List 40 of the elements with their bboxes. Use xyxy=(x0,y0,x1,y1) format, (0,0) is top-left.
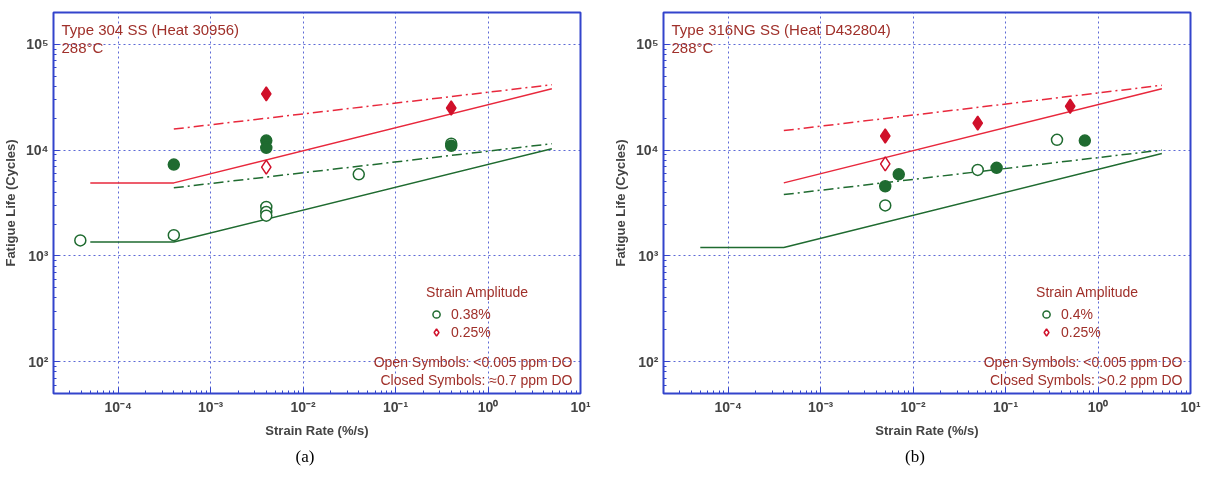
legend-title: Strain Amplitude xyxy=(1036,284,1138,300)
y-tick-label: 10³ xyxy=(638,247,659,264)
x-axis-title: Strain Rate (%/s) xyxy=(265,422,369,438)
text: Type 304 SS (Heat 30956) xyxy=(61,20,240,38)
legend-label: 0.4% xyxy=(1061,306,1093,322)
x-tick-label: 10⁻³ xyxy=(197,398,224,415)
x-tick-label: 10⁻⁴ xyxy=(714,398,742,415)
legend-label: 0.38% xyxy=(451,306,491,322)
x-tick-label: 10¹ xyxy=(1180,398,1201,415)
y-tick-label: 10⁵ xyxy=(636,36,659,53)
y-tick-label: 10⁴ xyxy=(26,142,49,159)
y-axis-title: Fatigue Life (Cycles) xyxy=(3,139,18,267)
annotation: Closed Symbols: ≈0.7 ppm DO xyxy=(380,371,573,388)
x-tick-label: 10⁻³ xyxy=(807,398,834,415)
annotation: Open Symbols: <0.005 ppm DO xyxy=(983,353,1183,370)
annotation: Closed Symbols: >0.2 ppm DO xyxy=(989,371,1183,388)
text: Type 316NG SS (Heat D432804) xyxy=(671,20,891,38)
text: (b) xyxy=(905,446,925,468)
text: 288°C xyxy=(61,38,104,56)
legend-title: Strain Amplitude xyxy=(426,284,528,300)
text: 288°C xyxy=(671,38,714,56)
y-tick-label: 10⁴ xyxy=(636,142,659,159)
x-tick-label: 10⁻⁴ xyxy=(104,398,132,415)
y-tick-label: 10⁵ xyxy=(26,36,49,53)
legend-label: 0.25% xyxy=(451,324,491,340)
x-tick-label: 10⁰ xyxy=(477,398,499,415)
y-tick-label: 10² xyxy=(28,353,49,370)
y-tick-label: 10² xyxy=(638,353,659,370)
text: (a) xyxy=(295,446,315,468)
x-tick-label: 10⁻² xyxy=(290,398,317,415)
annotation: Open Symbols: <0.005 ppm DO xyxy=(373,353,573,370)
y-axis-title: Fatigue Life (Cycles) xyxy=(613,139,628,267)
y-tick-label: 10³ xyxy=(28,247,49,264)
x-tick-label: 10¹ xyxy=(570,398,591,415)
x-axis-title: Strain Rate (%/s) xyxy=(875,422,979,438)
x-tick-label: 10⁰ xyxy=(1087,398,1109,415)
legend-label: 0.25% xyxy=(1061,324,1101,340)
x-tick-label: 10⁻¹ xyxy=(382,398,409,415)
x-tick-label: 10⁻¹ xyxy=(992,398,1019,415)
x-tick-label: 10⁻² xyxy=(900,398,927,415)
